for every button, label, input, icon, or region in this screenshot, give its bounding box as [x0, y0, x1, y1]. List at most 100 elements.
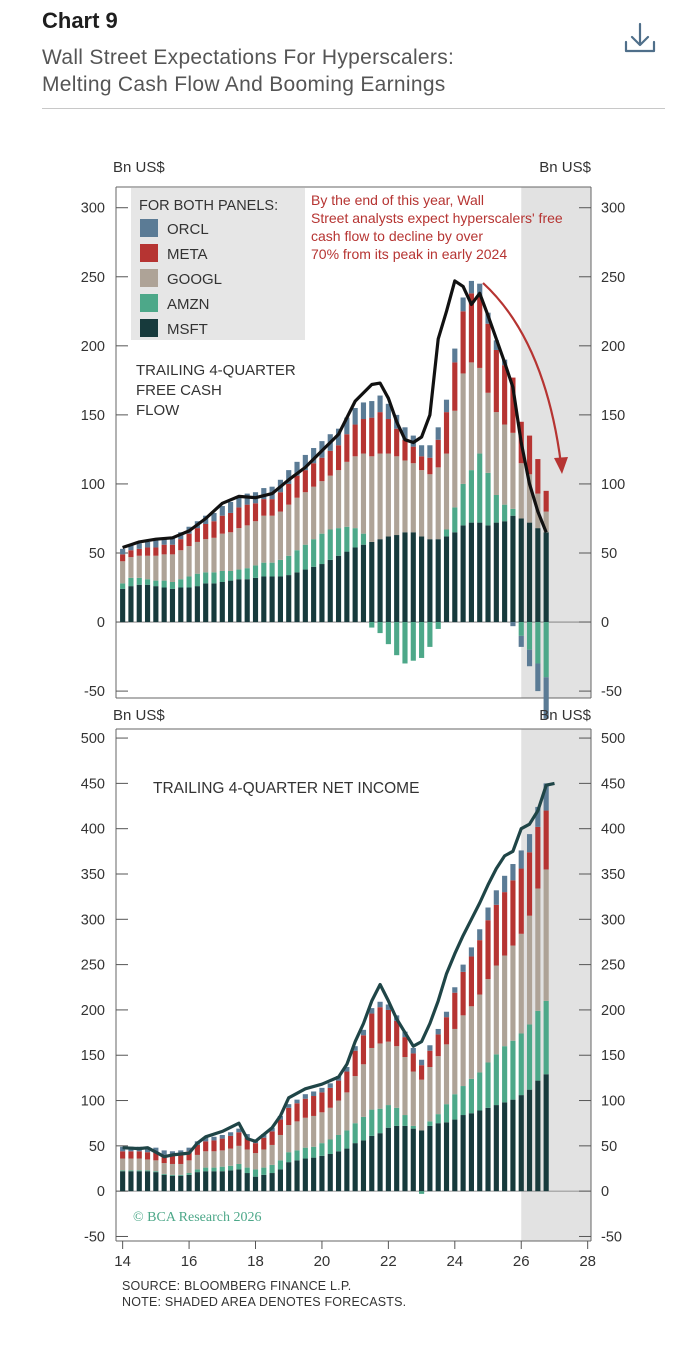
x-tick-label: 22: [380, 1253, 397, 1270]
bar-amzn: [261, 562, 267, 577]
y-tick-label-left: 0: [97, 1184, 105, 1200]
bar-amzn: [186, 1173, 192, 1175]
bar-orcl: [452, 987, 458, 993]
bar-amzn: [186, 576, 192, 588]
bar-meta: [402, 1037, 408, 1058]
watermark: © BCA Research 2026: [133, 1210, 261, 1225]
bar-googl: [360, 453, 367, 534]
bar-msft: [518, 1095, 524, 1192]
bar-amzn: [161, 580, 167, 588]
bar-meta: [153, 1152, 159, 1161]
bar-msft: [460, 1115, 466, 1192]
bar-amzn: [319, 533, 325, 565]
bar-amzn: [435, 622, 441, 629]
bar-googl: [128, 1158, 134, 1171]
bar-amzn: [244, 1167, 250, 1174]
bar-msft: [194, 586, 200, 623]
bar-msft: [136, 584, 142, 623]
bar-googl: [120, 561, 126, 584]
bar-googl: [410, 1071, 416, 1126]
bar-amzn: [493, 1054, 499, 1106]
bar-amzn: [228, 570, 234, 581]
bar-orcl: [369, 1008, 375, 1014]
bar-msft: [161, 1174, 167, 1192]
legend-title: FOR BOTH PANELS:: [139, 198, 278, 214]
y-tick-label-left: 200: [81, 339, 105, 355]
bar-msft: [302, 1158, 308, 1192]
bar-msft: [360, 1140, 367, 1192]
bar-orcl: [518, 850, 524, 869]
bar-msft: [352, 1143, 358, 1192]
bar-googl: [194, 1154, 200, 1170]
bar-googl: [352, 456, 358, 529]
bar-amzn: [410, 622, 416, 661]
bar-meta: [311, 463, 317, 487]
bar-googl: [228, 1148, 234, 1166]
bar-googl: [211, 1151, 217, 1168]
y-tick-label-right: 400: [601, 822, 625, 838]
bar-msft: [335, 1151, 342, 1192]
bar-orcl: [502, 875, 508, 893]
bar-googl: [526, 474, 533, 523]
bar-googl: [377, 453, 383, 540]
bar-googl: [219, 1150, 225, 1167]
bar-msft: [178, 587, 184, 623]
chart-number-label: Chart 9: [42, 8, 118, 33]
bar-msft: [468, 1113, 474, 1192]
bar-googl: [186, 1160, 192, 1174]
chart-title-line-2: Melting Cash Flow And Booming Earnings: [42, 73, 446, 96]
bar-orcl: [419, 1059, 425, 1066]
bar-googl: [136, 1158, 142, 1171]
x-tick-label: 14: [114, 1253, 131, 1270]
bar-orcl: [360, 1029, 367, 1036]
bar-amzn: [136, 577, 142, 585]
bar-msft: [468, 522, 474, 623]
bar-amzn: [236, 569, 242, 580]
bar-amzn: [311, 539, 317, 567]
bar-msft: [443, 536, 450, 623]
bar-amzn: [369, 622, 375, 628]
bar-orcl: [294, 1099, 300, 1104]
bar-googl: [427, 1067, 433, 1122]
bar-amzn: [269, 1164, 275, 1174]
bar-meta: [360, 1035, 367, 1065]
bar-orcl: [510, 864, 516, 881]
bar-orcl: [535, 806, 541, 827]
bar-meta: [211, 1140, 217, 1152]
bar-amzn: [286, 1152, 292, 1163]
bar-msft: [153, 586, 159, 623]
bar-meta: [468, 956, 474, 1007]
bar-amzn: [518, 1033, 524, 1096]
bar-msft: [294, 572, 300, 623]
bar-msft: [435, 539, 441, 623]
total-line: [122, 279, 548, 550]
panel-title-top: TRAILING 4-QUARTER FREE CASH FLOW: [136, 362, 296, 419]
bar-msft: [543, 532, 549, 623]
bar-meta: [186, 533, 192, 547]
bar-googl: [518, 463, 524, 519]
bar-orcl: [435, 1028, 441, 1035]
bar-googl: [236, 528, 242, 570]
bar-orcl: [327, 1083, 333, 1088]
bar-orcl: [352, 1046, 358, 1051]
y-tick-label-right: 250: [601, 958, 625, 974]
bar-msft: [485, 525, 491, 623]
bar-meta: [327, 1087, 333, 1108]
bar-orcl: [261, 488, 267, 500]
bar-amzn: [294, 550, 300, 573]
bar-googl: [460, 1015, 466, 1087]
y-tick-label-right: -50: [601, 1229, 622, 1245]
bar-meta: [302, 1098, 308, 1118]
bar-orcl: [493, 340, 499, 350]
bar-orcl: [311, 1091, 317, 1097]
legend-label-amzn: AMZN: [167, 296, 210, 313]
bar-meta: [535, 826, 541, 889]
bar-googl: [394, 1046, 400, 1108]
bar-amzn: [502, 1046, 508, 1103]
bar-msft: [286, 575, 292, 623]
y-axis-unit-left: Bn US$: [113, 159, 165, 176]
bar-amzn: [443, 1104, 450, 1123]
y-tick-label-left: -50: [84, 1229, 105, 1245]
download-button[interactable]: [620, 18, 660, 58]
bar-meta: [311, 1096, 317, 1116]
